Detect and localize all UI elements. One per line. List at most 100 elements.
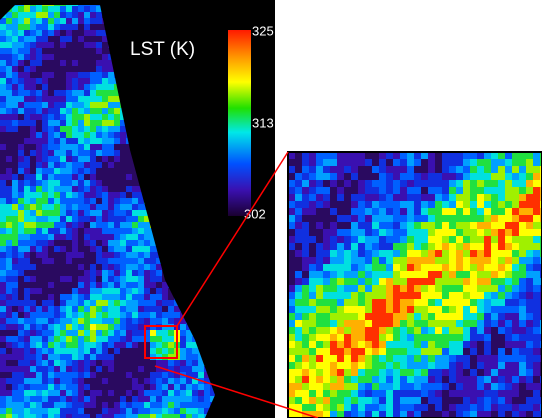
colorbar-tick-label: 302: [244, 206, 266, 221]
pixel: [126, 186, 132, 192]
pixel: [12, 228, 18, 234]
pixel: [114, 294, 120, 300]
pixel: [78, 288, 84, 294]
pixel: [386, 187, 393, 194]
pixel: [36, 312, 42, 318]
pixel: [6, 312, 12, 318]
pixel: [428, 306, 435, 313]
pixel: [108, 228, 114, 234]
pixel: [6, 30, 12, 36]
pixel: [144, 360, 150, 366]
pixel: [449, 334, 456, 341]
pixel: [30, 66, 36, 72]
pixel: [54, 108, 60, 114]
pixel: [60, 300, 66, 306]
pixel: [156, 414, 162, 418]
pixel: [108, 138, 114, 144]
pixel: [0, 390, 6, 396]
pixel: [72, 6, 78, 12]
pixel: [477, 152, 484, 159]
pixel: [168, 300, 174, 306]
pixel: [48, 366, 54, 372]
pixel: [386, 411, 393, 418]
pixel: [102, 264, 108, 270]
pixel: [512, 159, 519, 166]
pixel: [24, 354, 30, 360]
pixel: [42, 204, 48, 210]
pixel: [0, 306, 6, 312]
pixel: [421, 362, 428, 369]
pixel: [519, 299, 526, 306]
pixel: [519, 355, 526, 362]
pixel: [66, 78, 72, 84]
pixel: [48, 246, 54, 252]
pixel: [323, 243, 330, 250]
pixel: [526, 166, 533, 173]
pixel: [435, 341, 442, 348]
pixel: [435, 320, 442, 327]
pixel: [456, 187, 463, 194]
pixel: [0, 72, 6, 78]
pixel: [36, 240, 42, 246]
pixel: [512, 404, 519, 411]
pixel: [84, 264, 90, 270]
pixel: [309, 166, 316, 173]
pixel: [414, 362, 421, 369]
pixel: [386, 173, 393, 180]
pixel: [435, 264, 442, 271]
pixel: [72, 336, 78, 342]
pixel: [96, 258, 102, 264]
pixel: [18, 42, 24, 48]
pixel: [84, 42, 90, 48]
pixel: [288, 362, 295, 369]
pixel: [337, 264, 344, 271]
pixel: [48, 174, 54, 180]
pixel: [96, 168, 102, 174]
pixel: [519, 397, 526, 404]
pixel: [316, 285, 323, 292]
pixel: [484, 173, 491, 180]
pixel: [526, 215, 533, 222]
pixel: [365, 201, 372, 208]
pixel: [470, 243, 477, 250]
pixel: [102, 234, 108, 240]
pixel: [42, 270, 48, 276]
pixel: [358, 390, 365, 397]
pixel: [407, 341, 414, 348]
pixel: [168, 336, 174, 342]
pixel: [30, 168, 36, 174]
pixel: [156, 408, 162, 414]
pixel: [168, 396, 174, 402]
pixel: [72, 36, 78, 42]
pixel: [365, 390, 372, 397]
pixel: [96, 120, 102, 126]
pixel: [108, 384, 114, 390]
pixel: [498, 411, 505, 418]
pixel: [48, 360, 54, 366]
pixel: [351, 243, 358, 250]
pixel: [12, 246, 18, 252]
pixel: [102, 390, 108, 396]
pixel: [295, 208, 302, 215]
pixel: [12, 324, 18, 330]
pixel: [30, 378, 36, 384]
pixel: [54, 144, 60, 150]
pixel: [138, 390, 144, 396]
pixel: [84, 336, 90, 342]
pixel: [30, 414, 36, 418]
pixel: [302, 327, 309, 334]
pixel: [204, 396, 210, 402]
pixel: [442, 229, 449, 236]
pixel: [42, 66, 48, 72]
pixel: [126, 414, 132, 418]
pixel: [54, 168, 60, 174]
pixel: [96, 402, 102, 408]
pixel: [456, 327, 463, 334]
pixel: [12, 306, 18, 312]
pixel: [393, 236, 400, 243]
pixel: [60, 354, 66, 360]
pixel: [309, 376, 316, 383]
pixel: [449, 355, 456, 362]
pixel: [358, 208, 365, 215]
pixel: [351, 152, 358, 159]
